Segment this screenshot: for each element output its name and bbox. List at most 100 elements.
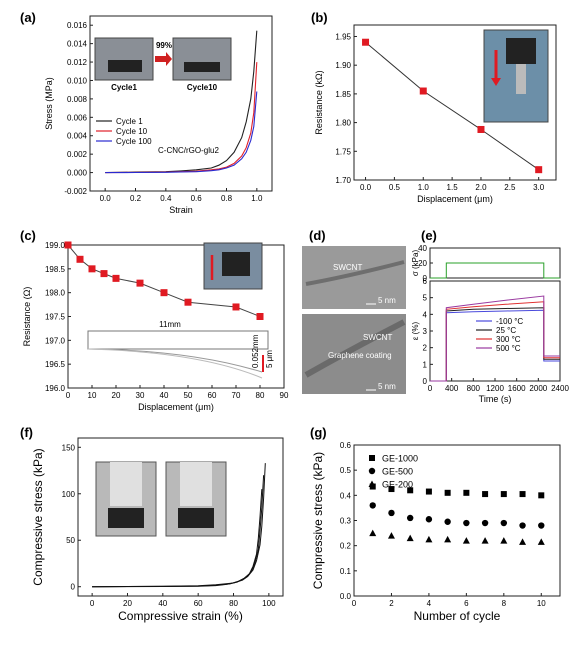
series-line: [365, 41, 539, 171]
y-tick-label: -0.002: [64, 187, 87, 196]
data-point: [519, 538, 527, 545]
data-point: [406, 534, 414, 542]
y-tick-label: 1.95: [335, 32, 351, 41]
data-point: [482, 491, 489, 498]
panel-label: (d): [309, 228, 326, 243]
data-point: [362, 38, 370, 46]
legend-label: -100 °C: [496, 317, 523, 326]
x-tick-label: 8: [502, 599, 507, 608]
data-point: [184, 298, 192, 306]
data-point: [388, 509, 395, 517]
x-tick-label: 1.0: [418, 183, 430, 192]
data-point: [407, 487, 414, 494]
x-tick-label: 80: [229, 599, 238, 608]
y-tick-label: 0.1: [340, 567, 352, 576]
x-tick-label: 0.2: [130, 194, 142, 203]
y-tick-label: 0.5: [340, 466, 352, 475]
x-tick-label: 0: [66, 391, 71, 400]
data-point: [406, 514, 414, 522]
scale-label: 5 nm: [378, 296, 396, 305]
y-tick-label: 20: [418, 259, 427, 268]
data-point: [537, 538, 545, 545]
x-tick-label: 0: [90, 599, 95, 608]
y-tick-label: 4: [423, 310, 428, 319]
y-tick-label: 197.0: [45, 336, 66, 345]
y-tick-label: 0.002: [67, 150, 88, 159]
y-tick-label: 196.0: [45, 384, 66, 393]
inset-arrow-text: 99%: [156, 41, 172, 50]
inset-piston: [110, 462, 142, 506]
data-point: [481, 537, 489, 544]
x-tick-label: 0.6: [191, 194, 203, 203]
y-tick-label: 0: [423, 377, 428, 386]
x-tick-label: 50: [184, 391, 193, 400]
data-point: [369, 529, 377, 537]
scale-label: 5 nm: [378, 382, 396, 391]
nanotube-streak: [305, 260, 405, 286]
data-point: [76, 255, 84, 263]
x-tick-label: 2000: [529, 384, 547, 393]
x-tick-label: 4: [427, 599, 432, 608]
y-axis-label: σ (kPa): [411, 250, 420, 277]
x-tick-label: 10: [537, 599, 546, 608]
y-tick-label: 196.5: [45, 360, 66, 369]
legend-label: 300 °C: [496, 335, 521, 344]
panel-a: (a) 0.0 0.2 0.4 0.6 0.8 1.0 -0.002 0.000 0.002 0.0…: [20, 10, 273, 215]
data-point: [425, 516, 433, 523]
inset-device: [506, 38, 536, 64]
data-point: [519, 491, 526, 498]
y-axis-label: Resistance (kΩ): [314, 70, 324, 134]
panel-f: (f) 0 20 40 60 80 100 0 50 100 150 Compressive stra…: [20, 425, 284, 623]
plot-frame: [353, 24, 557, 181]
x-tick-label: 20: [112, 391, 121, 400]
y-tick-label: 0: [71, 583, 76, 592]
y-tick-label: 0.006: [67, 113, 88, 122]
inset-sample: [108, 60, 142, 72]
data-point: [444, 518, 451, 525]
stress-line: [430, 262, 560, 279]
inset-left-label: Cycle1: [111, 83, 137, 92]
panel-label: (g): [310, 425, 327, 440]
data-point: [462, 537, 470, 544]
x-tick-label: 20: [123, 599, 132, 608]
series-line: [105, 91, 258, 174]
panel-d: (d) SWCNT 5 nm SWCNT Graphene coating 5 nm: [302, 228, 406, 394]
legend-label: GE-500: [382, 467, 413, 477]
x-tick-label: 3.0: [533, 183, 545, 192]
series-line: [67, 244, 261, 317]
tem-label: Graphene coating: [328, 351, 392, 360]
x-tick-label: 10: [88, 391, 97, 400]
legend-marker: [369, 455, 375, 461]
data-point: [112, 274, 120, 282]
x-tick-label: 2.0: [475, 183, 487, 192]
x-tick-label: 1600: [508, 384, 526, 393]
data-point: [136, 279, 144, 287]
y-axis-label: Compressive stress (kPa): [311, 452, 325, 589]
x-tick-label: 0.5: [389, 183, 401, 192]
x-tick-label: 2: [389, 599, 394, 608]
x-axis-label: Displacement (μm): [417, 194, 493, 204]
y-tick-label: 198.5: [45, 265, 66, 274]
graphene-band: [304, 319, 406, 378]
x-tick-label: 70: [232, 391, 241, 400]
y-tick-label: 2: [423, 344, 428, 353]
y-tick-label: 1.75: [335, 147, 351, 156]
x-tick-label: 40: [160, 391, 169, 400]
y-tick-label: 0.016: [67, 21, 88, 30]
panel-c: (c) 0 10 20 30 40 50 60 70 80 90 196.0 196.5 197.0 197…: [20, 228, 289, 412]
y-tick-label: 5: [423, 294, 428, 303]
panel-label: (e): [421, 228, 437, 243]
data-point: [369, 502, 376, 509]
series-line: [430, 307, 560, 382]
x-tick-label: 0.0: [100, 194, 112, 203]
inset-device: [222, 252, 250, 276]
panel-g: (g) 0 2 4 6 8 10 0.0 0.1 0.2 0.3 0.4 0.5 0.6 Number of…: [310, 425, 561, 623]
series-line: [430, 301, 560, 382]
y-tick-label: 1.80: [335, 119, 351, 128]
y-tick-label: 0.6: [340, 441, 352, 450]
inset-sample: [178, 508, 214, 528]
y-tick-label: 6: [423, 277, 428, 286]
plot-frame: [89, 15, 273, 192]
